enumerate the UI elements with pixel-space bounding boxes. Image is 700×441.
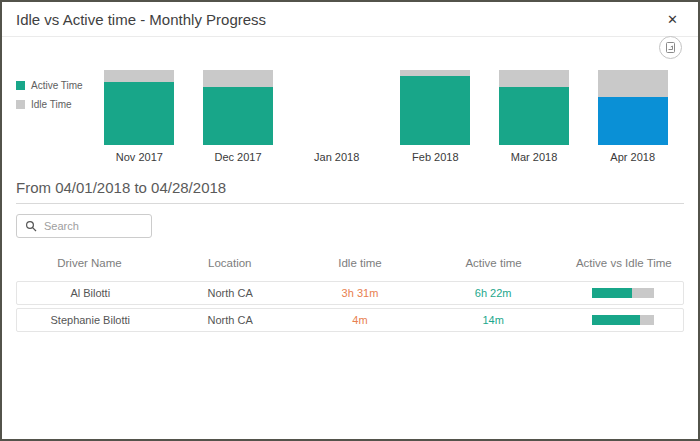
bar-group-apr-2018: Apr 2018 [583, 70, 682, 165]
driver-name-cell: Al Bilotti [17, 287, 164, 299]
location-cell: North CA [164, 314, 297, 326]
bar-group-nov-2017: Nov 2017 [90, 70, 189, 165]
idle-segment[interactable] [203, 70, 273, 87]
idle-segment[interactable] [598, 70, 668, 97]
table-row[interactable]: Al Bilotti North CA 3h 31m 6h 22m [16, 281, 684, 305]
bar-stack[interactable] [104, 70, 174, 145]
active-time-swatch [16, 81, 25, 90]
active-segment-selected[interactable] [598, 97, 668, 145]
chart-legend: Active Time Idle Time [16, 70, 90, 165]
active-vs-idle-bar [592, 315, 654, 325]
bar-label: Jan 2018 [314, 151, 359, 165]
idle-time-cell: 3h 31m [297, 287, 424, 299]
search-input[interactable] [44, 220, 143, 232]
bar-stack[interactable] [400, 70, 470, 145]
bar-label: Mar 2018 [511, 151, 557, 165]
chart-bars: Nov 2017 Dec 2017 Jan 2018 Feb 2018 Mar … [90, 70, 682, 165]
date-range-label: From 04/01/2018 to 04/28/2018 [16, 179, 684, 196]
search-box[interactable] [16, 214, 152, 238]
driver-name-cell: Stephanie Bilotti [17, 314, 164, 326]
idle-vs-active-dialog: Idle vs Active time - Monthly Progress ✕… [0, 0, 700, 441]
bar-label: Nov 2017 [116, 151, 163, 165]
bar-stack[interactable] [499, 70, 569, 145]
column-header-driver-name: Driver Name [16, 257, 163, 269]
legend-label: Idle Time [31, 99, 72, 110]
active-vs-idle-cell [563, 288, 683, 298]
legend-item-active: Active Time [16, 80, 90, 91]
period-row: From 04/01/2018 to 04/28/2018 [2, 165, 698, 196]
active-vs-idle-cell [563, 315, 683, 325]
legend-label: Active Time [31, 80, 83, 91]
bar-label: Dec 2017 [214, 151, 261, 165]
bar-label: Apr 2018 [610, 151, 655, 165]
active-segment[interactable] [104, 82, 174, 145]
search-icon [25, 220, 37, 232]
column-header-active-time: Active time [423, 257, 563, 269]
export-report-icon [664, 41, 677, 54]
bar-group-feb-2018: Feb 2018 [386, 70, 485, 165]
location-cell: North CA [164, 287, 297, 299]
bar-stack[interactable] [598, 70, 668, 145]
bar-label: Feb 2018 [412, 151, 458, 165]
bar-stack [302, 70, 372, 145]
monthly-progress-chart: Active Time Idle Time Nov 2017 Dec 2017 … [2, 37, 698, 165]
export-report-button[interactable] [659, 36, 682, 59]
section-divider [16, 203, 684, 204]
table-header-row: Driver Name Location Idle time Active ti… [16, 250, 684, 281]
table-row[interactable]: Stephanie Bilotti North CA 4m 14m [16, 308, 684, 332]
bar-stack[interactable] [203, 70, 273, 145]
active-vs-idle-bar [592, 288, 654, 298]
idle-time-cell: 4m [297, 314, 424, 326]
active-time-cell: 6h 22m [423, 287, 563, 299]
active-portion [592, 315, 640, 325]
bar-group-jan-2018: Jan 2018 [287, 70, 386, 165]
idle-time-swatch [16, 100, 25, 109]
active-segment[interactable] [499, 87, 569, 145]
column-header-location: Location [163, 257, 297, 269]
dialog-title: Idle vs Active time - Monthly Progress [16, 11, 266, 28]
column-header-idle-time: Idle time [297, 257, 424, 269]
active-portion [592, 288, 632, 298]
idle-segment[interactable] [104, 70, 174, 82]
bar-group-dec-2017: Dec 2017 [189, 70, 288, 165]
legend-item-idle: Idle Time [16, 99, 90, 110]
column-header-active-vs-idle: Active vs Idle Time [564, 257, 684, 269]
bar-group-mar-2018: Mar 2018 [485, 70, 584, 165]
active-segment[interactable] [400, 76, 470, 145]
active-time-cell: 14m [423, 314, 563, 326]
drivers-table: Driver Name Location Idle time Active ti… [16, 250, 684, 332]
active-segment[interactable] [203, 87, 273, 145]
close-icon[interactable]: ✕ [667, 13, 678, 26]
idle-segment[interactable] [499, 70, 569, 87]
dialog-header: Idle vs Active time - Monthly Progress ✕ [2, 2, 698, 37]
